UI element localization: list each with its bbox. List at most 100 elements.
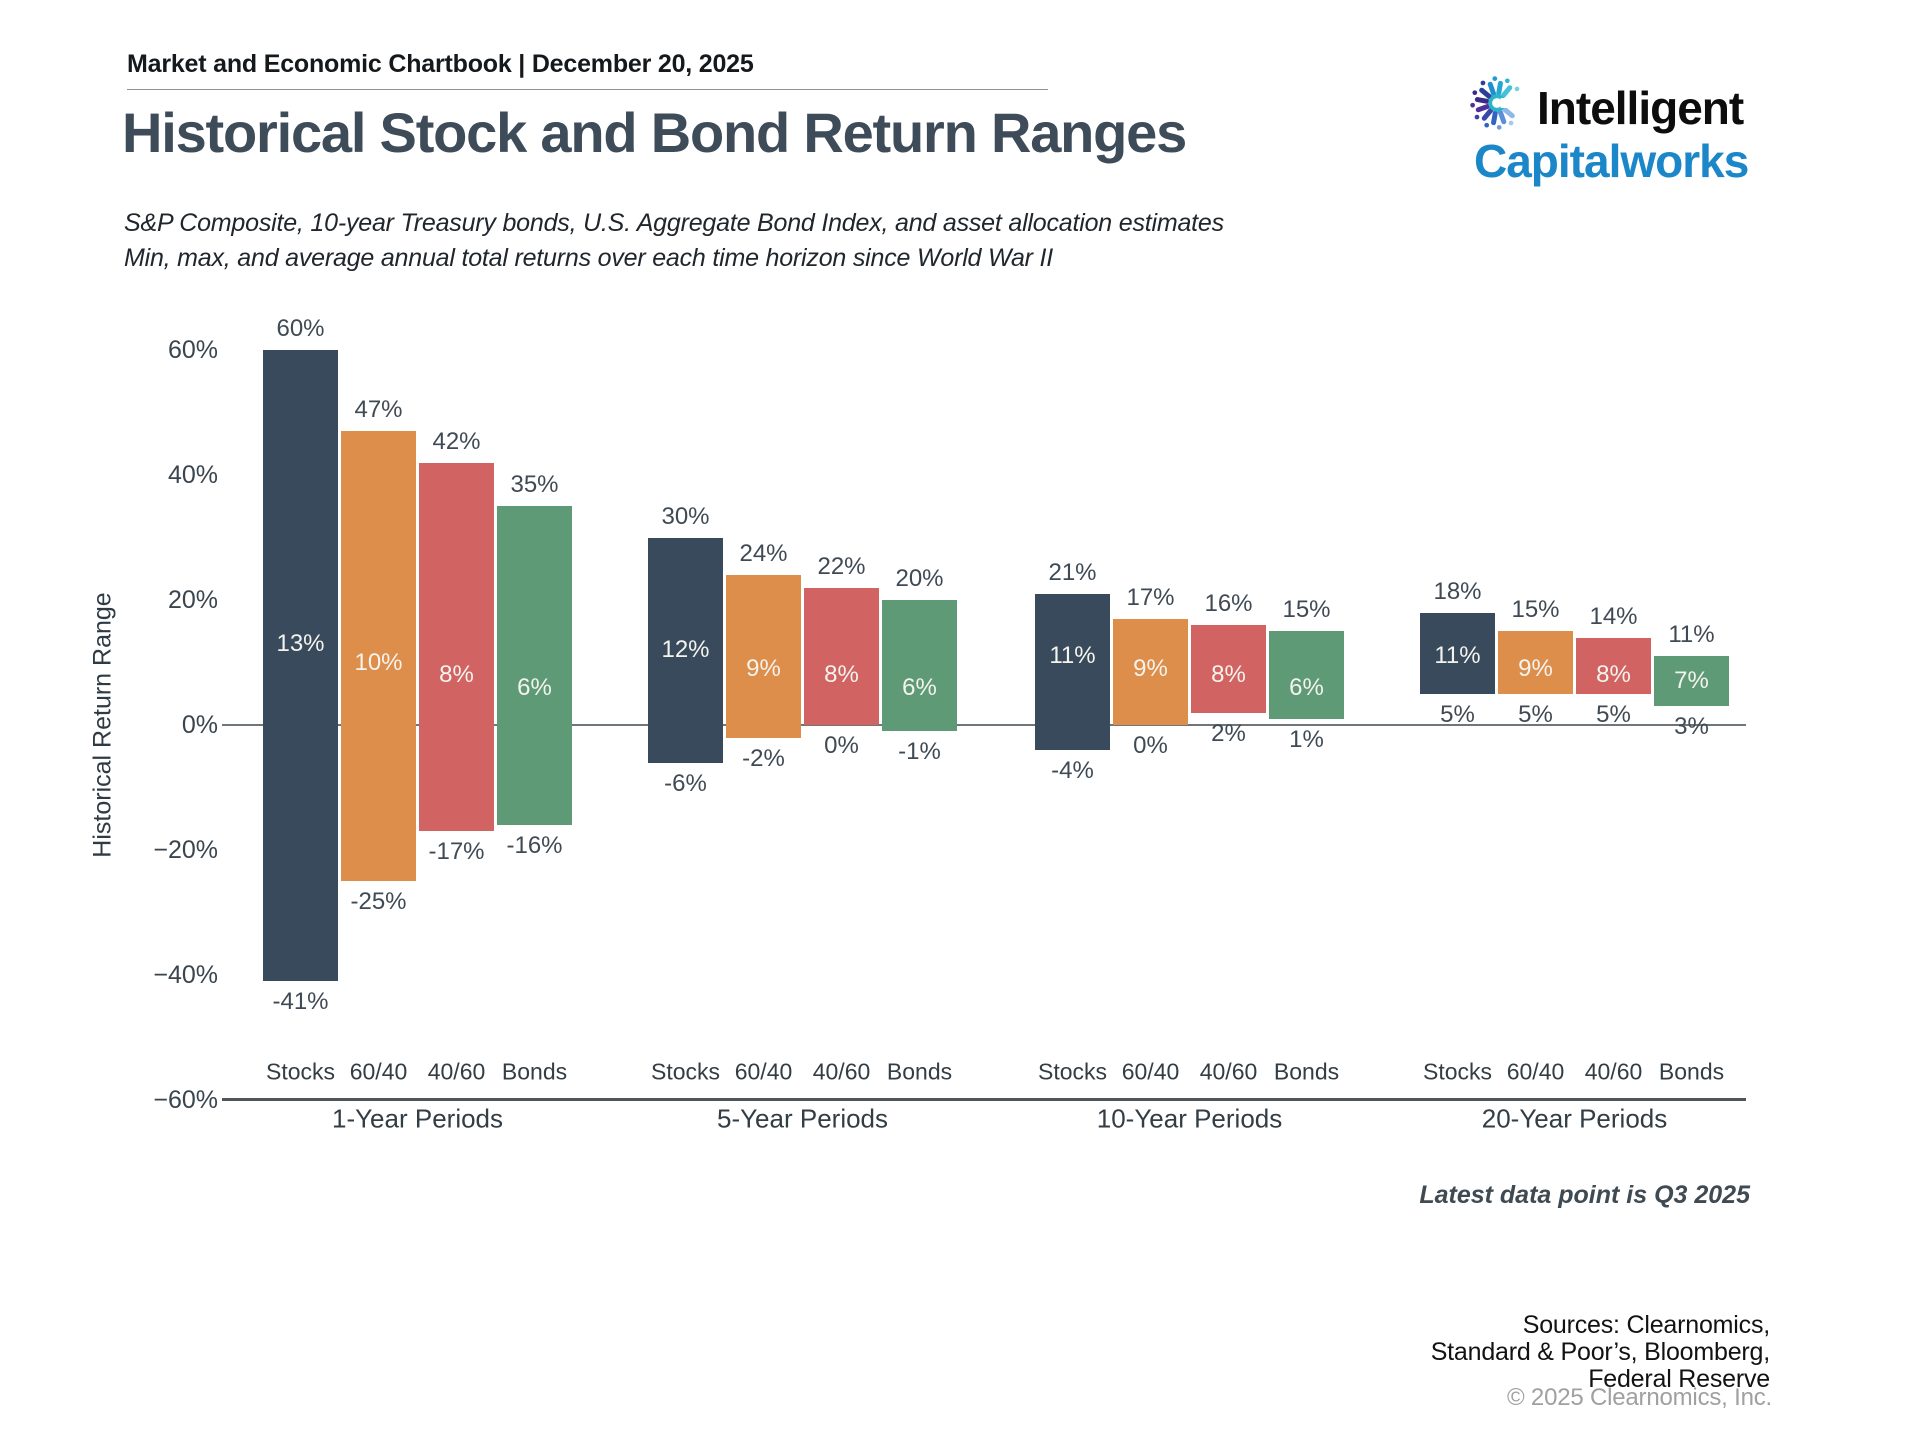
sources-block: Sources: Clearnomics, Standard & Poor’s,… [1430, 1311, 1771, 1393]
bar-avg-label: 6% [1289, 673, 1324, 701]
bar-avg-label: 8% [824, 661, 859, 688]
range-bar-20-year-periods-60-40 [1498, 631, 1573, 694]
bar-category-label: 40/60 [1199, 1058, 1258, 1085]
bar-min-label: -16% [506, 832, 563, 859]
y-tick-label-20: 20% [167, 586, 218, 614]
y-tick-label--40: −40% [153, 961, 218, 989]
bar-avg-label: 8% [439, 661, 474, 688]
bar-avg-label: 9% [746, 654, 781, 682]
bar-max-label: 14% [1589, 602, 1638, 630]
subtitle-line-1: S&P Composite, 10-year Treasury bonds, U… [124, 209, 1224, 237]
bar-category-label: Bonds [1658, 1058, 1725, 1085]
bar-max-label: 21% [1048, 558, 1097, 586]
y-tick-label-0: 0% [181, 711, 218, 739]
range-bar-1-year-periods-40-60 [419, 462, 494, 832]
bar-min-label: -41% [272, 988, 329, 1016]
bar-min-label: 1% [1289, 725, 1324, 753]
bar-category-label: 40/60 [812, 1058, 871, 1085]
bar-avg-label: 6% [902, 673, 937, 701]
bar-category-label: Stocks [1037, 1058, 1108, 1085]
y-tick-label-60: 60% [167, 336, 218, 364]
range-bar-20-year-periods-stocks [1420, 612, 1495, 694]
bar-max-label: 18% [1433, 577, 1482, 605]
range-bar-1-year-periods-bonds [497, 506, 572, 825]
page-title: Historical Stock and Bond Return Ranges [122, 101, 1187, 164]
latest-data-footnote: Latest data point is Q3 2025 [1419, 1181, 1750, 1209]
bar-category-label: 60/40 [1121, 1058, 1180, 1085]
bar-min-label: -25% [350, 888, 407, 916]
bar-min-label: 0% [1133, 732, 1168, 759]
range-bar-5-year-periods-40-60 [804, 587, 879, 725]
header-divider [127, 89, 1048, 90]
group-period-label: 5-Year Periods [716, 1103, 889, 1134]
bar-category-label: Bonds [1273, 1058, 1340, 1085]
range-bar-20-year-periods-bonds [1654, 656, 1729, 707]
bar-max-label: 15% [1511, 596, 1560, 624]
bar-avg-label: 10% [354, 648, 403, 676]
bar-max-label: 30% [661, 502, 710, 530]
bar-max-label: 47% [354, 396, 403, 424]
bar-min-label: 2% [1211, 719, 1246, 747]
bar-max-label: 15% [1282, 596, 1331, 624]
range-bar-10-year-periods-stocks [1035, 593, 1110, 750]
range-bar-10-year-periods-40-60 [1191, 625, 1266, 713]
bar-max-label: 60% [276, 315, 325, 342]
bar-min-label: -2% [742, 744, 785, 772]
range-bar-5-year-periods-60-40 [726, 575, 801, 738]
bar-category-label: Bonds [501, 1058, 568, 1085]
bar-category-label: 60/40 [734, 1058, 793, 1085]
bar-max-label: 42% [432, 427, 481, 455]
bar-max-label: 35% [510, 471, 559, 499]
bar-avg-label: 11% [1049, 642, 1096, 670]
bottom-axis-line [222, 1098, 1746, 1101]
bar-max-label: 22% [817, 552, 866, 580]
subtitle-line-2: Min, max, and average annual total retur… [124, 244, 1054, 272]
bar-min-label: -4% [1051, 757, 1094, 784]
bar-min-label: 5% [1518, 700, 1553, 728]
chartbook-header-title: Market and Economic Chartbook | December… [127, 50, 754, 78]
bar-min-label: 5% [1596, 700, 1631, 728]
sources-line-3: Federal Reserve [1588, 1365, 1770, 1393]
sources-line-1: Sources: Clearnomics, [1522, 1311, 1770, 1339]
bar-avg-label: 12% [661, 636, 710, 663]
bar-category-label: Stocks [650, 1058, 721, 1085]
chart-subtitle: S&P Composite, 10-year Treasury bonds, U… [124, 206, 1224, 276]
bar-category-label: Stocks [1422, 1058, 1493, 1085]
copyright-notice: © 2025 Clearnomics, Inc. [1506, 1384, 1772, 1411]
bar-avg-label: 8% [1596, 661, 1631, 688]
zero-axis-line [222, 724, 1746, 726]
range-bar-10-year-periods-bonds [1269, 631, 1344, 719]
bar-category-label: 60/40 [349, 1058, 408, 1085]
y-tick-label--20: −20% [153, 836, 218, 864]
bar-avg-label: 8% [1211, 661, 1246, 688]
logo-text-capitalworks: Capitalworks [1474, 135, 1749, 187]
bar-max-label: 11% [1668, 621, 1715, 649]
group-period-label: 10-Year Periods [1096, 1103, 1283, 1134]
bar-avg-label: 6% [517, 673, 552, 701]
bar-min-label: 0% [824, 732, 859, 759]
range-bar-10-year-periods-60-40 [1113, 618, 1188, 725]
bar-max-label: 17% [1126, 583, 1175, 611]
logo-text-intelligent: Intelligent [1537, 82, 1744, 134]
bar-min-label: 5% [1440, 700, 1475, 728]
bar-avg-label: 9% [1518, 654, 1553, 682]
bar-min-label: -6% [664, 769, 707, 797]
y-tick-label-40: 40% [167, 461, 218, 489]
y-tick-label--60: −60% [153, 1086, 218, 1114]
bar-category-label: 40/60 [1584, 1058, 1643, 1085]
bar-max-label: 24% [739, 540, 788, 567]
bar-avg-label: 11% [1434, 642, 1481, 670]
bar-category-label: Stocks [265, 1058, 336, 1085]
range-bar-1-year-periods-60-40 [341, 431, 416, 882]
bar-min-label: -17% [428, 838, 485, 866]
range-bar-5-year-periods-stocks [648, 537, 723, 763]
sources-line-2: Standard & Poor’s, Bloomberg, [1430, 1338, 1771, 1366]
bar-max-label: 16% [1204, 590, 1253, 617]
bar-category-label: 60/40 [1506, 1058, 1565, 1085]
range-bar-20-year-periods-40-60 [1576, 637, 1651, 694]
bar-min-label: 3% [1674, 713, 1709, 741]
range-bar-1-year-periods-stocks [263, 350, 338, 982]
bar-category-label: 40/60 [427, 1058, 486, 1085]
bar-avg-label: 9% [1133, 654, 1168, 682]
